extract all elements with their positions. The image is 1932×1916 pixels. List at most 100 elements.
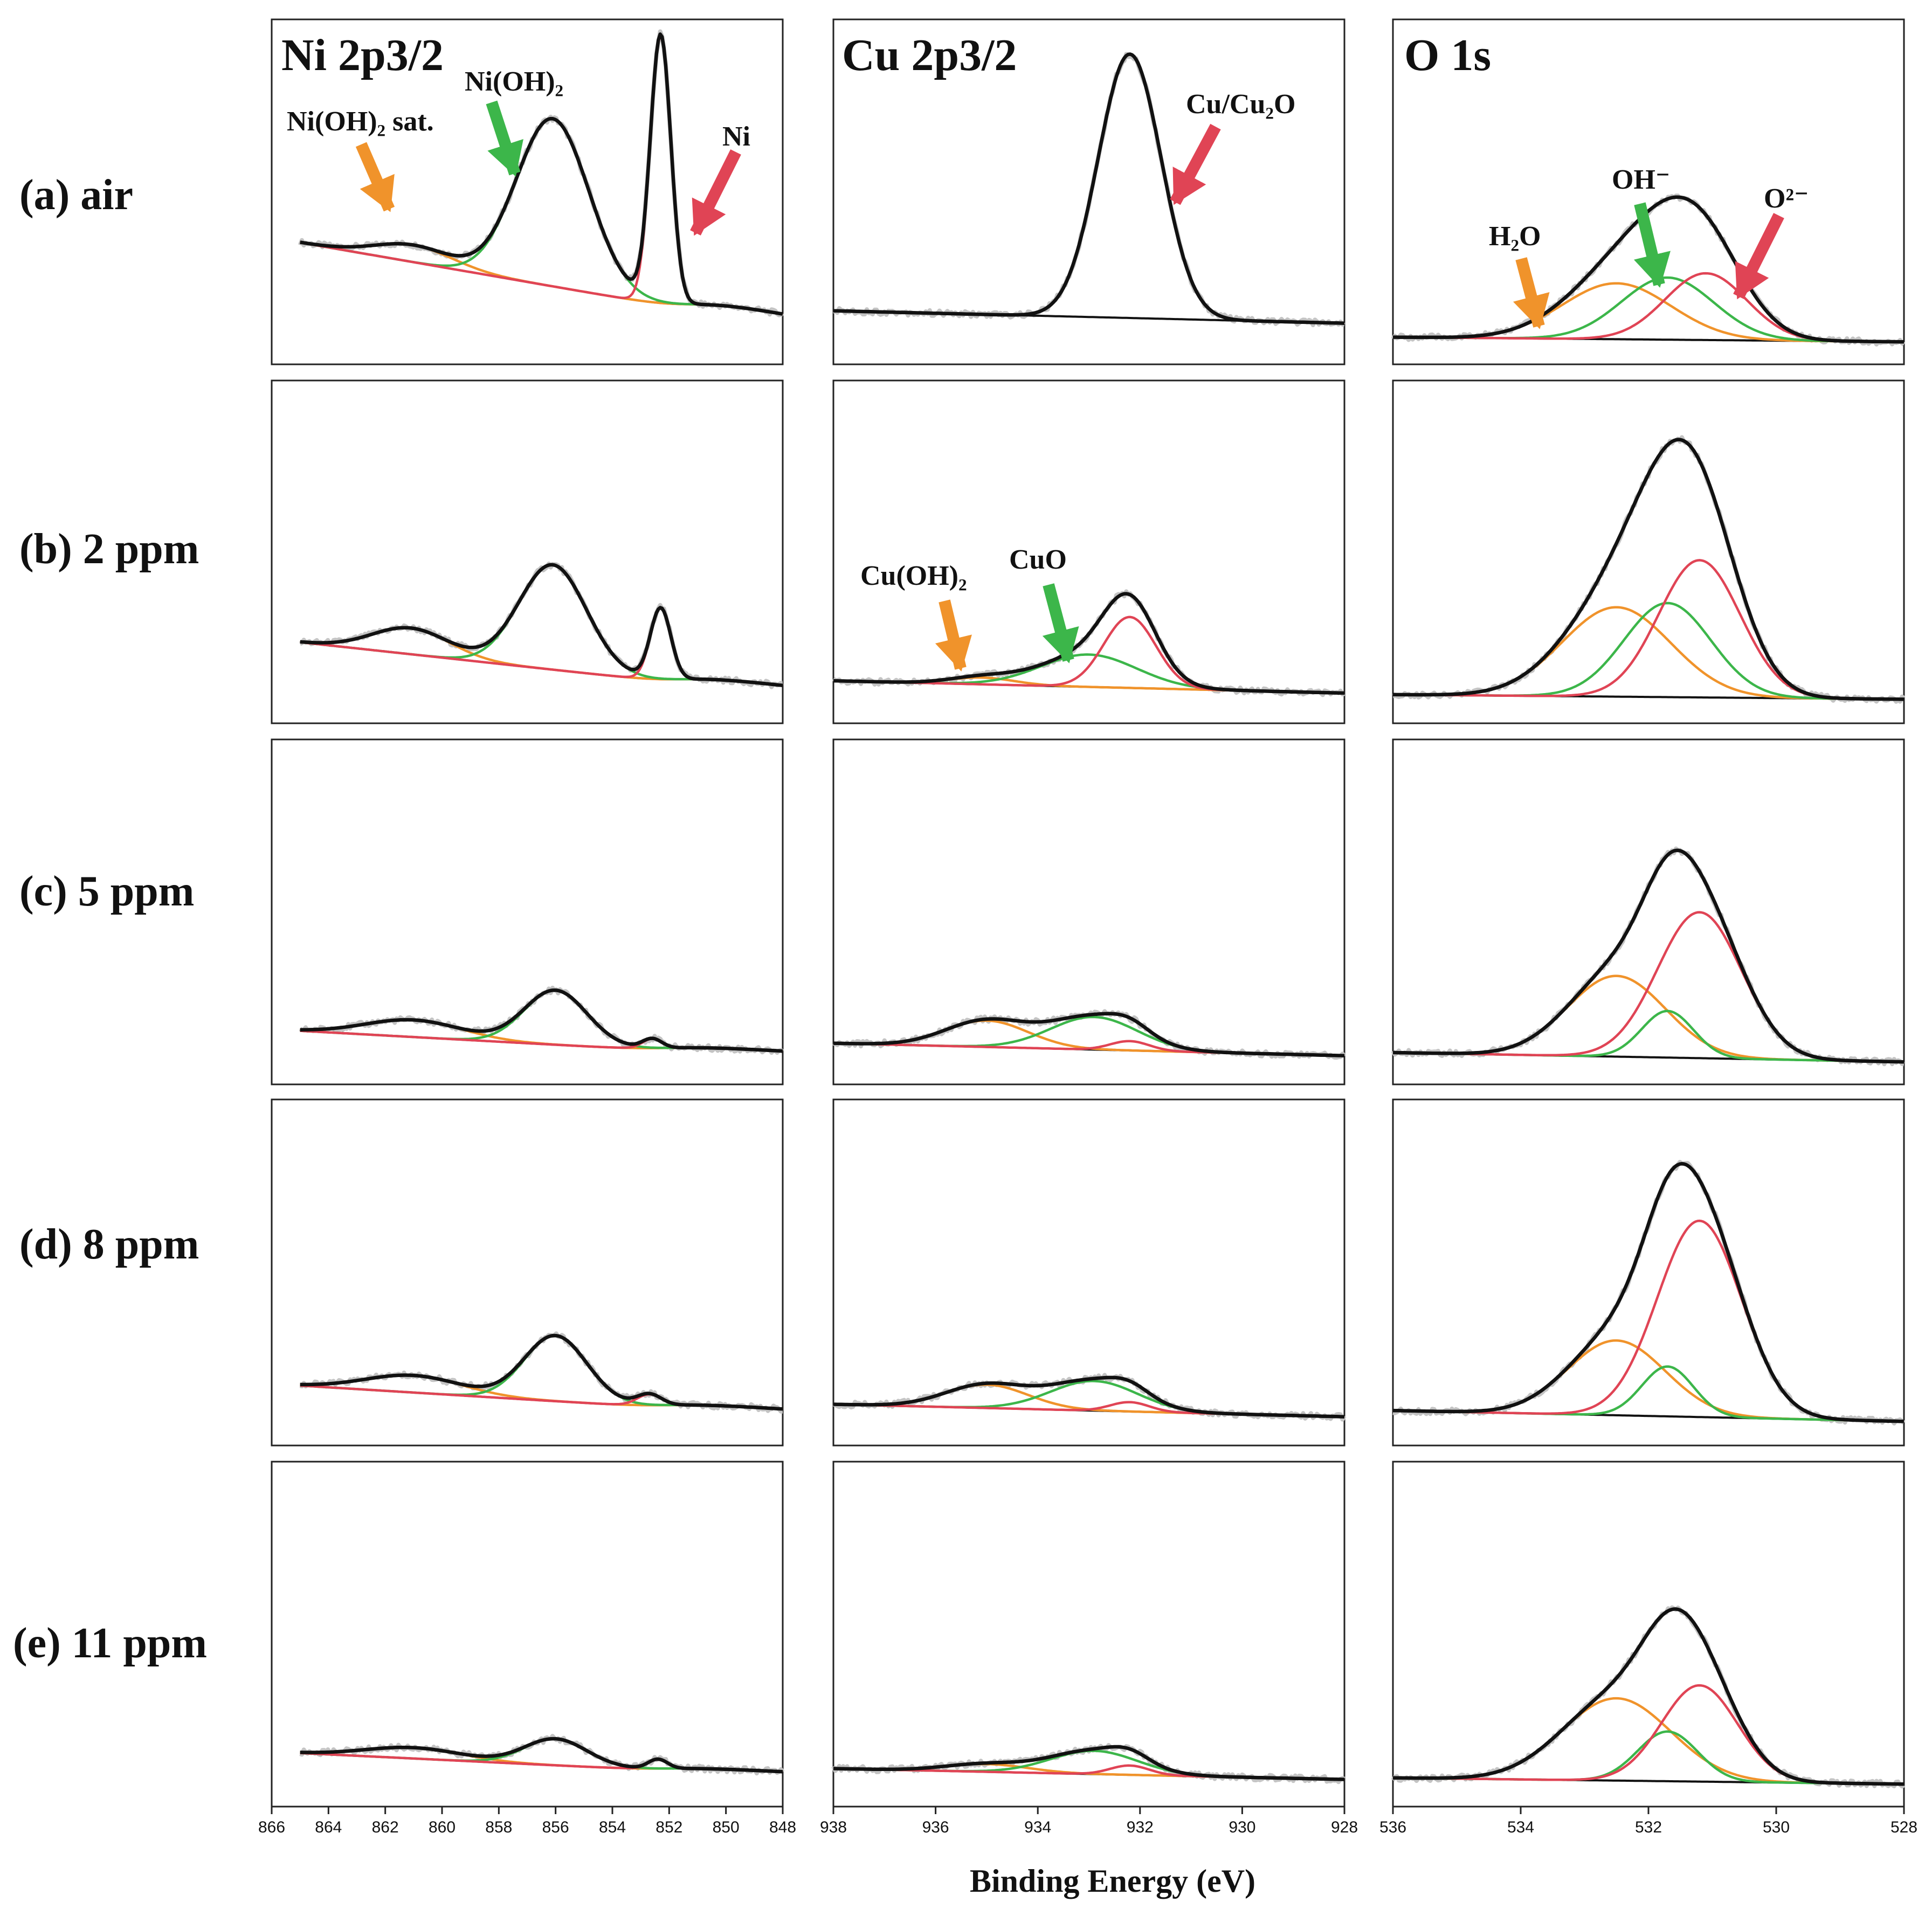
- envelope-line: [833, 1745, 1345, 1781]
- panel-grid: [271, 18, 1906, 1808]
- envelope-line: [1393, 195, 1904, 344]
- arrow-ni-metal: [690, 149, 741, 236]
- panel-frame: [1392, 379, 1905, 724]
- x-axis-label: Binding Energy (eV): [970, 1863, 1255, 1899]
- panel-frame: [1392, 18, 1905, 365]
- x-tick-label: 928: [1331, 1818, 1358, 1836]
- x-tick-label: 854: [599, 1818, 626, 1836]
- col-title-ni: Ni 2p3/2: [281, 30, 444, 80]
- panel-0-3: [271, 1098, 784, 1447]
- x-axis-ticks: 866 864 862 860 858 856 854 852 850 848 938 936 934 9…: [258, 1807, 1917, 1836]
- label-cu-cuo: CuO: [1009, 544, 1067, 575]
- envelope-line: [1393, 438, 1904, 701]
- fit-peak-green: [1392, 601, 1904, 701]
- label-ni-oh2-sat: Ni(OH)₂ sat.: [287, 106, 434, 137]
- panel-frame: [832, 379, 1346, 724]
- label-ni-metal: Ni: [722, 121, 750, 152]
- panel-frame: [271, 1461, 784, 1808]
- panel-frame: [271, 379, 784, 724]
- panel-1-3: [832, 1098, 1347, 1447]
- label-o-h2o: H₂O: [1489, 221, 1541, 252]
- panel-frame: [832, 18, 1346, 365]
- fit-peak-red: [1392, 559, 1904, 701]
- panel-frame: [832, 1098, 1346, 1447]
- x-tick-label: 528: [1890, 1818, 1917, 1836]
- envelope-line: [300, 563, 783, 688]
- x-tick-label: 534: [1507, 1818, 1534, 1836]
- panel-0-4: [271, 1461, 785, 1808]
- label-cu-oh2: Cu(OH)₂: [860, 561, 967, 591]
- x-tick-label: 864: [315, 1818, 342, 1836]
- raw-data-line: [1391, 846, 1905, 1067]
- panel-frame: [1392, 1098, 1905, 1447]
- col-title-o: O 1s: [1404, 30, 1491, 80]
- row-label-2ppm: (b) 2 ppm: [19, 525, 199, 573]
- envelope-line: [300, 1333, 783, 1411]
- envelope-line: [1393, 848, 1904, 1064]
- panel-0-2: [271, 738, 784, 1085]
- envelope-line: [1393, 1607, 1904, 1786]
- panel-frame: [832, 1461, 1346, 1808]
- arrow-o-oh: [1633, 202, 1671, 288]
- envelope-line: [300, 32, 783, 316]
- x-tick-label: 932: [1127, 1818, 1154, 1836]
- x-tick-label: 532: [1635, 1818, 1662, 1836]
- panel-1-0: [832, 18, 1346, 365]
- arrow-cu-oh2: [935, 599, 972, 672]
- panel-frame: [1392, 738, 1905, 1085]
- raw-data-line: [832, 589, 1346, 697]
- x-tick-label: 934: [1024, 1818, 1051, 1836]
- label-ni-oh2: Ni(OH)₂: [465, 66, 563, 97]
- x-tick-label: 536: [1379, 1818, 1406, 1836]
- row-label-5ppm: (c) 5 ppm: [19, 868, 194, 915]
- envelope-line: [833, 1012, 1345, 1057]
- panel-2-3: [1392, 1098, 1906, 1447]
- panel-1-2: [832, 738, 1347, 1085]
- row-label-8ppm: (d) 8 ppm: [19, 1221, 199, 1268]
- panel-0-0: [271, 18, 784, 365]
- arrow-o-h2o: [1513, 257, 1550, 329]
- x-tick-label: 862: [372, 1818, 399, 1836]
- x-tick-label: 936: [922, 1818, 949, 1836]
- x-tick-label: 860: [429, 1818, 456, 1836]
- x-tick-label: 848: [769, 1818, 796, 1836]
- label-o-o2: O²⁻: [1764, 183, 1809, 214]
- row-label-11ppm: (e) 11 ppm: [13, 1620, 207, 1667]
- panel-1-4: [831, 1461, 1346, 1808]
- x-tick-label: 930: [1229, 1818, 1255, 1836]
- arrow-ni-oh2-sat: [355, 142, 395, 212]
- panel-frame: [832, 738, 1346, 1085]
- fit-peak-orange: [1393, 606, 1904, 701]
- fit-peak-green: [300, 1334, 783, 1410]
- x-tick-label: 852: [656, 1818, 682, 1836]
- arrow-cu-cuo: [1042, 583, 1079, 663]
- panel-2-2: [1391, 738, 1905, 1085]
- arrow-o-o2: [1733, 213, 1784, 300]
- row-label-air: (a) air: [19, 171, 133, 219]
- x-tick-label: 866: [258, 1818, 285, 1836]
- panel-frame: [271, 1098, 784, 1447]
- panel-0-1: [271, 379, 784, 724]
- arrow-ni-oh2: [486, 100, 523, 177]
- fit-peak-red: [1392, 1219, 1905, 1423]
- arrow-cu-cu2o: [1170, 123, 1221, 205]
- panel-2-1: [1392, 379, 1906, 724]
- x-tick-label: 530: [1763, 1818, 1790, 1836]
- col-title-cu: Cu 2p3/2: [842, 30, 1017, 80]
- fit-peak-red: [1392, 1684, 1904, 1786]
- envelope-line: [300, 1737, 783, 1774]
- x-tick-label: 938: [820, 1818, 847, 1836]
- x-tick-label: 856: [542, 1818, 569, 1836]
- fit-peak-green: [1393, 276, 1904, 343]
- envelope-line: [833, 1375, 1345, 1419]
- envelope-line: [833, 52, 1345, 325]
- label-o-oh: OH⁻: [1612, 164, 1670, 195]
- fit-peak-red: [300, 607, 783, 687]
- x-tick-label: 858: [485, 1818, 512, 1836]
- fit-peak-red: [1393, 911, 1904, 1063]
- panel-frame: [271, 18, 784, 365]
- label-cu-cu2o: Cu/Cu₂O: [1186, 89, 1295, 120]
- panel-frame: [271, 738, 784, 1085]
- x-tick-label: 850: [713, 1818, 740, 1836]
